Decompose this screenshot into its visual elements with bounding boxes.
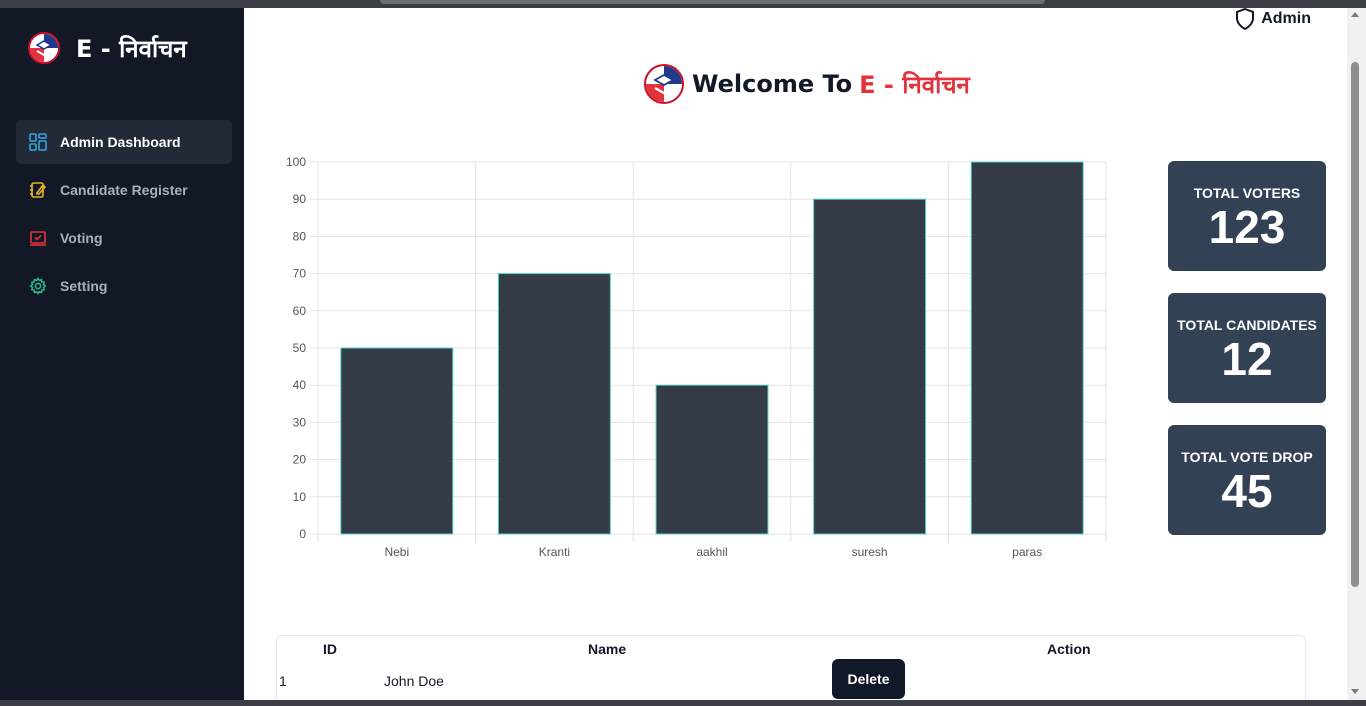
sidebar-nav: Admin Dashboard Candidate Register Vot bbox=[16, 120, 232, 312]
y-tick-label: 20 bbox=[293, 453, 307, 467]
brand-logo-icon bbox=[644, 64, 684, 104]
brand-logo-icon bbox=[28, 32, 60, 64]
stat-value: 123 bbox=[1208, 201, 1286, 253]
main-content: Admin Welcome To E - निर्वाचन 0 10 20 30 40 5… bbox=[244, 8, 1347, 700]
y-tick-label: 60 bbox=[293, 304, 307, 318]
y-tick-label: 30 bbox=[293, 415, 307, 429]
dashboard-icon bbox=[28, 132, 48, 152]
y-tick-label: 40 bbox=[293, 378, 307, 392]
column-header-id: ID bbox=[323, 641, 337, 657]
x-tick-label: Kranti bbox=[539, 545, 570, 559]
bar-nebi bbox=[340, 347, 454, 535]
stat-card-total-voters: TOTAL VOTERS 123 bbox=[1168, 161, 1326, 271]
welcome-brand: E - निर्वाचन bbox=[859, 70, 970, 99]
votes-bar-chart: 0 10 20 30 40 50 60 70 80 90 100 Nebi Kranti aakhil su… bbox=[286, 155, 1107, 559]
y-tick-label: 80 bbox=[293, 229, 307, 243]
cell-id: 1 bbox=[279, 673, 287, 689]
checked-screen-icon bbox=[28, 228, 48, 248]
browser-tab-bar bbox=[380, 0, 1045, 4]
stat-card-total-vote-drop: TOTAL VOTE DROP 45 bbox=[1168, 425, 1326, 535]
bar-aakhil bbox=[655, 384, 769, 535]
stat-label: TOTAL VOTE DROP bbox=[1181, 449, 1313, 465]
y-tick-label: 0 bbox=[299, 527, 306, 541]
column-header-name: Name bbox=[588, 641, 627, 657]
column-header-action: Action bbox=[1047, 641, 1091, 657]
x-tick-label: Nebi bbox=[384, 545, 409, 559]
sidebar-item-label: Candidate Register bbox=[60, 182, 188, 198]
sidebar-item-candidate-register[interactable]: Candidate Register bbox=[16, 168, 232, 212]
y-tick-label: 50 bbox=[293, 341, 307, 355]
x-tick-label: paras bbox=[1012, 545, 1042, 559]
welcome-prefix: Welcome To bbox=[692, 70, 853, 98]
brand-name: E - निर्वाचन bbox=[76, 34, 187, 63]
stat-label: TOTAL VOTERS bbox=[1193, 185, 1301, 201]
page-scrollbar[interactable] bbox=[1347, 8, 1366, 700]
admin-label: Admin bbox=[1261, 10, 1311, 27]
x-tick-label: suresh bbox=[852, 545, 888, 559]
delete-button[interactable]: Delete bbox=[832, 659, 905, 699]
y-tick-label: 100 bbox=[286, 155, 306, 169]
sidebar-item-label: Setting bbox=[60, 278, 108, 294]
sidebar-item-label: Admin Dashboard bbox=[60, 134, 181, 150]
gear-icon bbox=[28, 276, 48, 296]
y-tick-label: 70 bbox=[293, 267, 307, 281]
admin-user-menu[interactable]: Admin bbox=[1235, 8, 1311, 30]
browser-top-strip bbox=[0, 0, 1366, 8]
bar-suresh bbox=[813, 198, 927, 535]
scroll-up-arrow-icon[interactable] bbox=[1351, 12, 1359, 17]
sidebar-item-admin-dashboard[interactable]: Admin Dashboard bbox=[16, 120, 232, 164]
brand[interactable]: E - निर्वाचन bbox=[28, 32, 187, 64]
x-tick-label: aakhil bbox=[696, 545, 727, 559]
scroll-down-arrow-icon[interactable] bbox=[1351, 689, 1359, 694]
y-tick-label: 90 bbox=[293, 192, 307, 206]
stat-value: 12 bbox=[1221, 333, 1273, 385]
stat-value: 45 bbox=[1221, 465, 1273, 517]
sidebar-item-voting[interactable]: Voting bbox=[16, 216, 232, 260]
stat-card-total-candidates: TOTAL CANDIDATES 12 bbox=[1168, 293, 1326, 403]
sidebar-item-setting[interactable]: Setting bbox=[16, 264, 232, 308]
sidebar-item-label: Voting bbox=[60, 230, 103, 246]
shield-icon bbox=[1236, 8, 1255, 30]
sidebar: E - निर्वाचन Admin Dashboard Candidate R… bbox=[0, 8, 244, 700]
window-bottom-edge bbox=[0, 700, 1366, 706]
notebook-pen-icon bbox=[28, 180, 48, 200]
scrollbar-thumb[interactable] bbox=[1351, 62, 1359, 587]
bar-paras bbox=[970, 161, 1084, 535]
y-tick-label: 10 bbox=[293, 490, 307, 504]
stat-label: TOTAL CANDIDATES bbox=[1177, 317, 1317, 333]
cell-name: John Doe bbox=[384, 673, 444, 689]
welcome-heading: Welcome To E - निर्वाचन bbox=[644, 64, 970, 104]
candidates-table: ID Name Action 1 John Doe Delete bbox=[276, 635, 1306, 700]
bar-kranti bbox=[497, 273, 611, 535]
